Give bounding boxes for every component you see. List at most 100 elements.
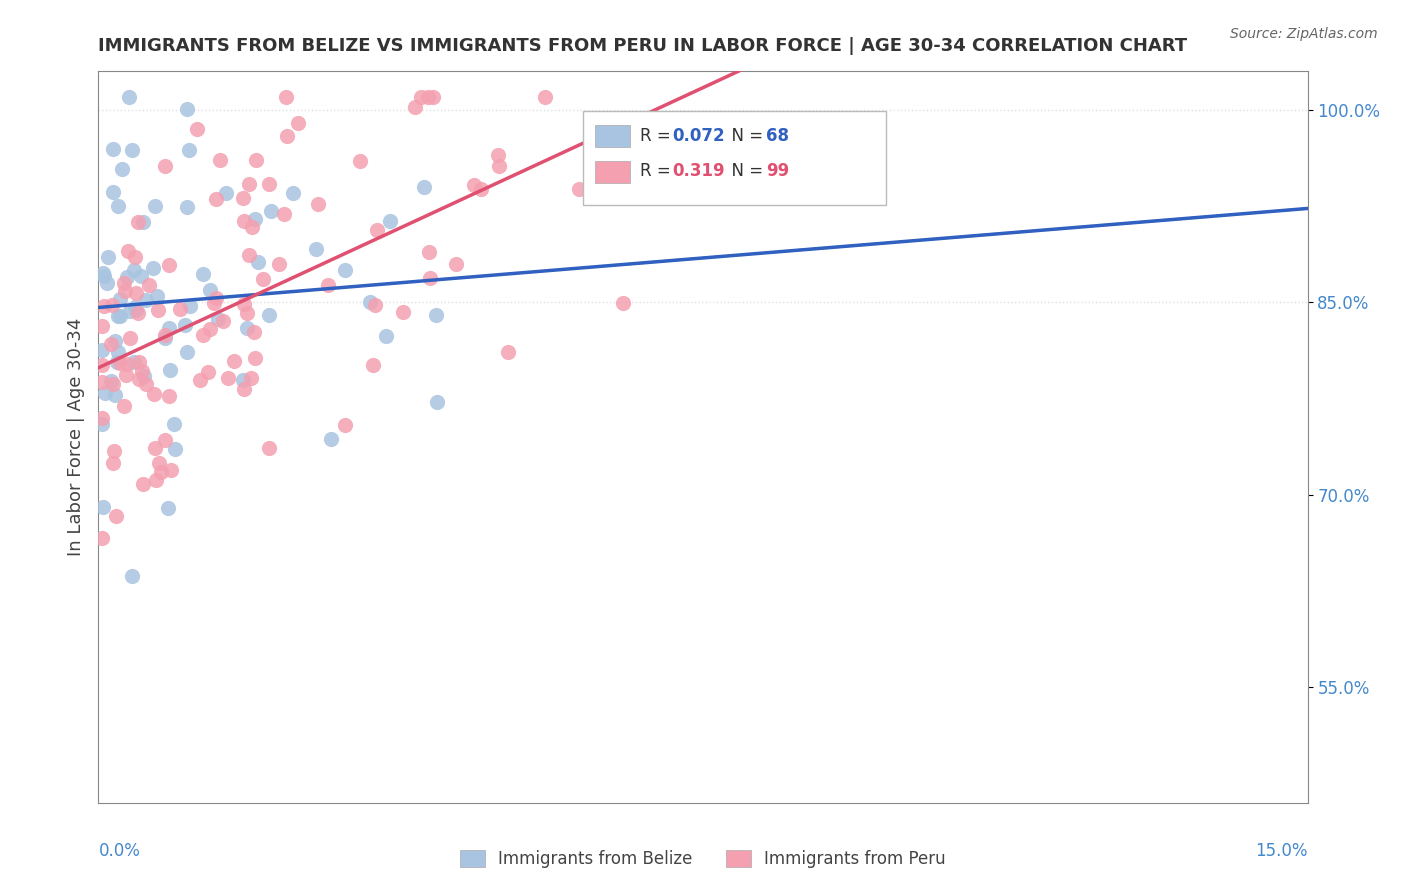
Point: [233, 214, 256, 228]
Point: [112, 399, 135, 413]
Point: [148, 456, 170, 470]
Point: [425, 308, 447, 322]
Point: [612, 296, 634, 310]
Point: [176, 200, 198, 214]
Point: [91, 319, 114, 334]
Point: [135, 376, 157, 391]
Point: [143, 199, 166, 213]
Point: [101, 377, 124, 392]
Point: [104, 334, 127, 348]
Point: [100, 375, 122, 389]
Point: [179, 299, 201, 313]
Point: [108, 309, 131, 323]
Text: 0.0%: 0.0%: [98, 842, 141, 860]
Point: [232, 190, 254, 204]
Point: [177, 144, 200, 158]
Point: [174, 318, 197, 332]
Point: [157, 389, 180, 403]
Point: [124, 300, 146, 314]
Point: [247, 255, 270, 269]
Point: [276, 90, 298, 104]
Point: [239, 371, 262, 385]
Text: 0.072: 0.072: [672, 127, 724, 145]
Point: [108, 292, 131, 306]
Point: [212, 314, 235, 328]
Point: [232, 373, 254, 387]
Point: [153, 328, 176, 343]
Point: [118, 90, 141, 104]
Point: [193, 267, 215, 281]
Point: [145, 473, 167, 487]
Point: [101, 456, 124, 470]
Point: [240, 220, 263, 235]
Point: [186, 122, 208, 136]
Point: [305, 242, 328, 256]
Point: [135, 293, 157, 307]
Point: [276, 128, 298, 143]
Point: [160, 463, 183, 477]
Point: [108, 356, 131, 370]
Point: [101, 142, 124, 156]
Point: [107, 309, 129, 323]
Point: [115, 368, 138, 383]
Point: [236, 320, 259, 334]
Point: [319, 433, 342, 447]
Point: [127, 214, 149, 228]
Text: 99: 99: [766, 162, 790, 180]
Point: [146, 289, 169, 303]
Point: [205, 291, 228, 305]
Text: 68: 68: [766, 127, 789, 145]
Point: [118, 330, 141, 344]
Point: [153, 331, 176, 345]
Point: [91, 343, 114, 358]
Point: [94, 385, 117, 400]
Point: [97, 250, 120, 264]
Point: [176, 344, 198, 359]
Point: [157, 258, 180, 272]
Point: [426, 395, 449, 409]
Point: [100, 336, 122, 351]
Point: [419, 270, 441, 285]
Point: [121, 569, 143, 583]
Point: [215, 186, 238, 200]
Point: [112, 276, 135, 290]
Point: [128, 355, 150, 369]
Text: N =: N =: [721, 162, 769, 180]
Point: [124, 251, 146, 265]
Point: [122, 354, 145, 368]
Text: IMMIGRANTS FROM BELIZE VS IMMIGRANTS FROM PERU IN LABOR FORCE | AGE 30-34 CORREL: IMMIGRANTS FROM BELIZE VS IMMIGRANTS FRO…: [98, 37, 1188, 54]
Point: [176, 102, 198, 116]
Point: [198, 322, 221, 336]
Point: [149, 466, 172, 480]
Point: [117, 270, 139, 285]
Point: [287, 116, 309, 130]
Point: [104, 508, 127, 523]
Text: 15.0%: 15.0%: [1256, 842, 1308, 860]
Point: [105, 355, 128, 369]
Point: [127, 306, 149, 320]
Point: [378, 214, 401, 228]
Point: [349, 154, 371, 169]
Point: [132, 368, 155, 383]
Point: [163, 417, 186, 431]
Point: [205, 193, 228, 207]
Point: [238, 178, 260, 192]
Point: [142, 386, 165, 401]
Point: [207, 311, 229, 326]
Point: [392, 305, 415, 319]
Point: [361, 359, 384, 373]
Point: [120, 304, 142, 318]
Point: [418, 245, 440, 260]
Point: [131, 364, 153, 378]
Point: [260, 204, 283, 219]
Point: [232, 297, 254, 311]
Point: [269, 257, 291, 271]
Point: [273, 207, 295, 221]
Point: [257, 308, 280, 322]
Point: [411, 90, 433, 104]
Point: [159, 321, 181, 335]
Point: [236, 306, 259, 320]
Point: [107, 199, 129, 213]
Point: [104, 388, 127, 402]
Point: [534, 90, 557, 104]
